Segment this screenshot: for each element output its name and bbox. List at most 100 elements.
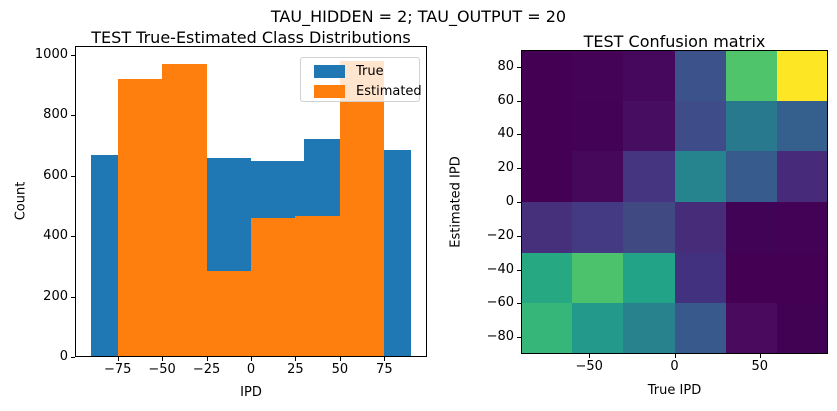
x-tick-label: 0	[670, 359, 679, 374]
hist-bar-estimated	[117, 78, 163, 357]
heatmap-cell	[623, 252, 675, 304]
heatmap-cell	[674, 303, 727, 355]
x-tick-label: 25	[287, 362, 304, 377]
heatmap-cell	[776, 151, 829, 203]
heatmap-cell	[674, 100, 727, 152]
heatmap-cell	[521, 303, 573, 355]
y-tick-mark	[517, 168, 521, 170]
y-tick-mark	[517, 202, 521, 203]
y-tick-label: 400	[43, 228, 68, 244]
heatmap-cell	[572, 50, 624, 102]
hist-bar-estimated	[295, 216, 340, 357]
y-tick-label: 600	[43, 167, 68, 183]
heatmap-cell	[572, 151, 624, 203]
y-tick-label: −40	[486, 261, 514, 277]
heatmap-cell	[725, 202, 778, 254]
x-tick-mark	[295, 357, 297, 361]
y-tick-mark	[71, 296, 75, 298]
heatmap-cell	[623, 100, 675, 152]
right-yaxis-label: Estimated IPD	[448, 156, 464, 248]
x-tick-label: 50	[331, 362, 349, 377]
hist-bar-estimated	[162, 63, 207, 357]
heatmap-cell	[776, 252, 829, 304]
y-tick-mark	[517, 134, 521, 136]
left-plot-title: TEST True-Estimated Class Distributions	[91, 28, 411, 47]
right-plot-title: TEST Confusion matrix	[583, 32, 766, 51]
right-xaxis-label: True IPD	[647, 383, 702, 398]
heatmap-cell	[623, 202, 675, 254]
heatmap-cell	[674, 50, 727, 102]
y-tick-label: 60	[497, 92, 514, 108]
heatmap-cell	[725, 252, 778, 304]
x-tick-label: 50	[751, 359, 769, 374]
y-tick-mark	[71, 236, 75, 238]
legend-entry: True	[314, 64, 419, 78]
x-tick-mark	[339, 357, 341, 361]
heatmap-cell	[572, 252, 624, 304]
x-tick-label: −50	[148, 362, 176, 377]
y-tick-mark	[517, 66, 521, 68]
heatmap-cell	[521, 50, 573, 102]
hist-bar-estimated	[251, 217, 296, 357]
heatmap-cell	[776, 202, 829, 254]
x-tick-mark	[589, 354, 591, 358]
heatmap-cell	[623, 303, 675, 355]
y-tick-mark	[71, 357, 75, 358]
heatmap-cell	[572, 202, 624, 254]
heatmap-cell	[725, 151, 778, 203]
y-tick-mark	[517, 269, 521, 271]
y-tick-mark	[517, 303, 521, 305]
heatmap-cell	[623, 50, 675, 102]
heatmap-cell	[674, 252, 727, 304]
y-tick-mark	[71, 115, 75, 117]
x-tick-label: −50	[575, 359, 603, 374]
heatmap-cell	[521, 202, 573, 254]
heatmap-cell	[674, 202, 727, 254]
y-tick-mark	[517, 337, 521, 339]
x-tick-mark	[759, 354, 761, 358]
left-xaxis-label: IPD	[240, 385, 262, 400]
y-tick-mark	[71, 54, 75, 56]
legend-label: Estimated	[356, 83, 422, 99]
heatmap-cell	[521, 100, 573, 152]
heatmap-cell	[776, 100, 829, 152]
y-tick-label: 80	[497, 58, 514, 74]
y-tick-label: 40	[497, 126, 514, 142]
y-tick-label: 200	[43, 288, 68, 304]
hist-bar-estimated	[339, 60, 385, 357]
heatmap-cell	[725, 303, 778, 355]
y-tick-label: 0	[59, 349, 68, 364]
x-tick-mark	[674, 354, 676, 358]
x-tick-label: 0	[246, 362, 256, 377]
heatmap-cell	[572, 100, 624, 152]
x-tick-mark	[206, 357, 208, 361]
x-tick-label: −75	[103, 362, 132, 377]
x-tick-label: 75	[376, 362, 393, 377]
heatmap-cell	[521, 151, 573, 203]
heatmap-cell	[623, 151, 675, 203]
legend-label: True	[356, 63, 384, 79]
left-yaxis-label: Count	[13, 181, 29, 221]
y-tick-label: 0	[505, 194, 514, 209]
legend-entry: Estimated	[314, 83, 422, 99]
y-tick-mark	[517, 235, 521, 237]
y-tick-label: −60	[486, 295, 514, 311]
y-tick-label: −20	[486, 227, 514, 243]
heatmap-cell	[521, 252, 573, 304]
heatmap-cell	[674, 151, 727, 203]
y-tick-label: 800	[43, 107, 68, 123]
hist-bar-estimated	[206, 270, 251, 357]
y-tick-label: −80	[486, 329, 514, 345]
y-tick-mark	[517, 100, 521, 102]
legend-swatch-estimated	[314, 84, 345, 98]
legend-swatch-true	[314, 64, 345, 78]
x-tick-mark	[251, 357, 252, 361]
y-tick-mark	[71, 175, 75, 177]
x-tick-mark	[384, 357, 386, 361]
legend: True Estimated	[300, 57, 422, 102]
y-tick-label: 1000	[34, 46, 68, 62]
heatmap-cell	[725, 50, 778, 102]
heatmap-cell	[776, 303, 829, 355]
heatmap-cell	[572, 303, 624, 355]
